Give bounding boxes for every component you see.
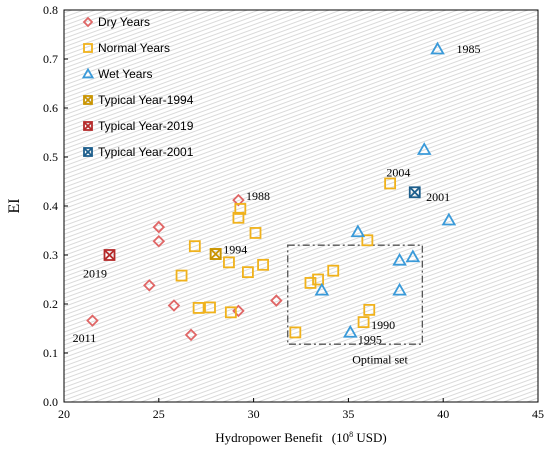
x-axis-label-main: Hydropower Benefit — [215, 430, 323, 445]
typical-year-2001-point-box — [408, 186, 421, 199]
typical-year-1994-point-cross-b — [210, 248, 222, 260]
legend-wet-years-label: Wet Years — [98, 67, 152, 81]
normal-years-point — [257, 258, 269, 271]
normal-years-point — [363, 303, 376, 316]
dry-years-point — [143, 279, 156, 292]
dry-years-point — [184, 328, 198, 342]
wet-years-point — [405, 249, 421, 263]
x-tick-label: 25 — [153, 407, 165, 421]
x-tick-label: 30 — [248, 407, 260, 421]
normal-years-point — [175, 269, 188, 282]
y-tick-label: 0.7 — [43, 52, 58, 66]
x-axis-label: Hydropower Benefit (108 USD) — [215, 430, 386, 445]
normal-years-point — [249, 227, 262, 239]
typical-year-2001-point-cross-b — [409, 186, 421, 198]
legend-typical-year-1994-marker-cross-b — [83, 95, 93, 105]
x-tick-label: 40 — [437, 407, 449, 421]
normal-years-point — [312, 273, 324, 286]
wet-years-point — [441, 212, 457, 226]
typical-year-2019-point — [103, 249, 116, 261]
legend-wet-years-marker — [81, 67, 95, 79]
normal-years-point — [327, 264, 340, 277]
x-axis-label-unit-sup: 8 — [349, 430, 353, 439]
typical-year-1994-point — [209, 248, 222, 260]
wet-years-point — [392, 252, 407, 266]
legend-typical-year-2001-marker — [83, 147, 93, 157]
normal-years-point — [234, 203, 247, 215]
annotation-2011: 2011 — [73, 331, 97, 345]
y-tick-label: 0.5 — [43, 150, 58, 164]
y-tick-label: 0.4 — [43, 199, 58, 213]
x-axis-label-unit-post: USD) — [353, 430, 387, 445]
typical-year-2019-point-box — [103, 249, 116, 261]
x-tick-label: 20 — [58, 407, 70, 421]
wet-years-point — [392, 282, 407, 296]
normal-years-point — [188, 240, 201, 253]
wet-years-point — [430, 41, 445, 55]
normal-years-point — [357, 316, 370, 329]
normal-years-point — [192, 302, 205, 314]
dry-years-point — [270, 294, 283, 307]
x-tick-label: 45 — [532, 407, 544, 421]
annotation-1988: 1988 — [246, 189, 270, 203]
legend-typical-year-1994-marker — [83, 95, 93, 105]
annotation-optimal-set: Optimal set — [352, 352, 408, 366]
wet-years-point — [416, 142, 432, 155]
normal-years-point — [361, 234, 374, 247]
dry-years-point — [152, 235, 166, 248]
wet-years-point — [314, 282, 330, 296]
annotation-1995: 1995 — [358, 332, 382, 346]
dry-years-point — [152, 220, 166, 234]
legend-dry-years-marker — [82, 16, 94, 28]
wet-years-point — [342, 324, 358, 338]
legend-typical-year-1994-label: Typical Year-1994 — [98, 93, 194, 107]
annotation-2019: 2019 — [83, 267, 107, 281]
annotation-1985: 1985 — [456, 42, 480, 56]
normal-years-point — [384, 177, 397, 190]
legend-typical-year-2001-marker-box — [83, 147, 93, 157]
x-tick-label: 35 — [342, 407, 354, 421]
y-tick-label: 0.3 — [43, 248, 58, 262]
legend-typical-year-2019-marker-box — [83, 121, 93, 131]
legend-typical-year-1994-marker-box — [83, 95, 93, 105]
y-tick-label: 0.2 — [43, 297, 58, 311]
dry-years-point — [167, 299, 181, 312]
dry-years-point — [86, 314, 99, 327]
normal-years-point — [304, 277, 317, 289]
legend-dry-years-label: Dry Years — [98, 15, 150, 29]
normal-years-point — [224, 306, 237, 319]
legend-normal-years-label: Normal Years — [98, 41, 170, 55]
y-tick-label: 0.1 — [43, 346, 58, 360]
optimal-set-box — [287, 244, 423, 345]
typical-year-2001-point — [408, 186, 421, 199]
normal-years-point — [204, 301, 216, 314]
legend-normal-years-marker — [83, 43, 93, 53]
normal-years-point — [223, 256, 235, 269]
y-tick-label: 0.6 — [43, 101, 58, 115]
typical-year-1994-point-box — [209, 248, 222, 260]
normal-years-point — [232, 211, 245, 224]
legend-typical-year-2001-label: Typical Year-2001 — [98, 145, 194, 159]
normal-years-point — [242, 266, 254, 279]
legend-typical-year-2001-marker-cross-b — [83, 147, 93, 157]
annotation-2001: 2001 — [426, 190, 450, 204]
annotation-2004: 2004 — [386, 166, 410, 180]
normal-years-point — [289, 326, 302, 339]
y-tick-label: 0.0 — [43, 395, 58, 409]
legend-typical-year-2019-marker-cross-b — [83, 121, 93, 131]
typical-year-2019-point-cross-b — [103, 249, 116, 261]
y-axis-label: EI — [6, 198, 23, 213]
dry-years-point — [232, 193, 245, 207]
y-tick-label: 0.8 — [43, 3, 58, 17]
annotation-1994: 1994 — [223, 243, 247, 257]
legend-typical-year-2019-label: Typical Year-2019 — [98, 119, 194, 133]
x-axis-label-unit-pre: (10 — [332, 430, 349, 445]
legend-typical-year-2019-marker — [83, 121, 93, 131]
wet-years-point — [350, 224, 366, 238]
annotation-1990: 1990 — [371, 318, 395, 332]
